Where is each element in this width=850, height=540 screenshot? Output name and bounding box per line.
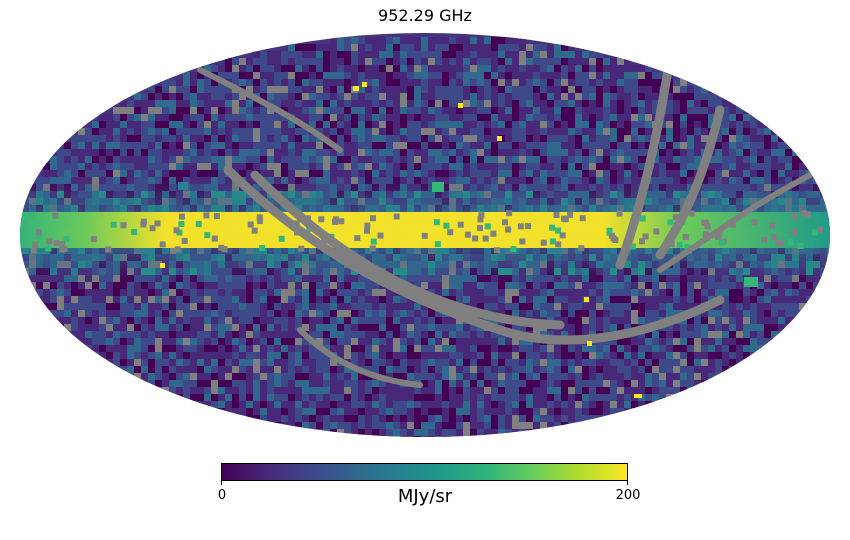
colorbar-tick-min	[221, 481, 222, 485]
sky-map	[20, 33, 830, 437]
colorbar-min-label: 0	[217, 488, 227, 503]
hot-spot	[362, 82, 367, 87]
hot-spot	[432, 182, 444, 192]
scan-stripe	[250, 170, 565, 330]
scan-stripe	[655, 105, 725, 260]
map-title: 952.29 GHz	[378, 6, 472, 25]
hot-spot	[587, 341, 592, 346]
hot-spot	[497, 136, 502, 141]
colorbar	[221, 463, 628, 481]
hot-spot	[160, 263, 165, 268]
hot-spots	[160, 82, 758, 398]
scan-stripe	[657, 167, 823, 273]
hot-spot	[178, 182, 188, 190]
scan-stripe	[223, 165, 725, 345]
scan-stripes	[197, 65, 823, 388]
hot-spot	[634, 394, 642, 398]
scan-stripe	[615, 65, 673, 270]
hot-spot	[584, 297, 589, 302]
scan-stripe	[297, 327, 423, 388]
colorbar-tick-max	[627, 481, 628, 485]
galactic-plane	[20, 212, 830, 248]
hot-spot	[744, 277, 758, 287]
hot-spot	[458, 103, 463, 108]
colorbar-max-label: 200	[615, 488, 641, 503]
hot-spot	[353, 86, 359, 91]
colorbar-unit-label: MJy/sr	[397, 486, 453, 507]
scan-stripe	[197, 67, 343, 153]
